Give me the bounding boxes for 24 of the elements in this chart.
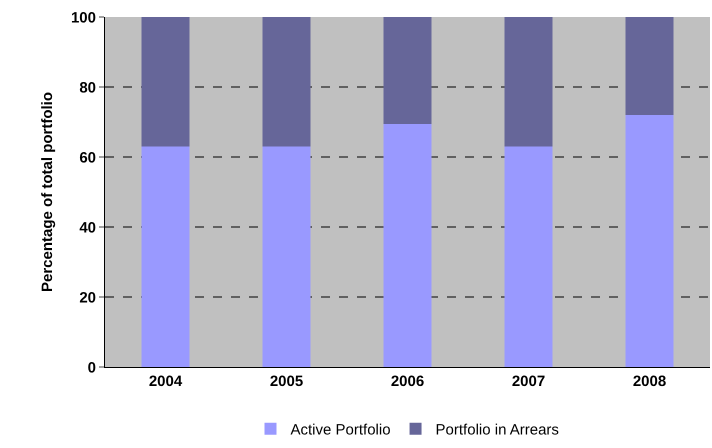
y-tick-label: 0 bbox=[88, 359, 96, 376]
y-tick-label: 80 bbox=[79, 79, 96, 96]
y-axis-title: Percentage of total portfolio bbox=[39, 92, 56, 292]
bar bbox=[625, 17, 674, 115]
x-tick-label: 2006 bbox=[390, 373, 424, 390]
legend-label: Active Portfolio bbox=[290, 422, 391, 439]
x-tick-label: 2007 bbox=[512, 373, 546, 390]
legend-label: Portfolio in Arrears bbox=[436, 422, 559, 439]
x-tick-label: 2008 bbox=[632, 373, 666, 390]
bar bbox=[141, 146, 190, 367]
bar bbox=[383, 17, 432, 124]
bar bbox=[383, 124, 432, 367]
bar bbox=[625, 115, 674, 367]
bar bbox=[504, 17, 553, 146]
x-tick-label: 2005 bbox=[270, 373, 304, 390]
bar bbox=[141, 17, 190, 146]
bar bbox=[262, 17, 311, 146]
bar bbox=[504, 146, 553, 367]
bar bbox=[262, 146, 311, 367]
y-tick-label: 100 bbox=[70, 9, 96, 26]
x-tick-label: 2004 bbox=[148, 373, 183, 390]
y-tick-label: 40 bbox=[79, 219, 96, 236]
y-tick-label: 20 bbox=[79, 289, 96, 306]
y-tick-label: 60 bbox=[79, 149, 96, 166]
